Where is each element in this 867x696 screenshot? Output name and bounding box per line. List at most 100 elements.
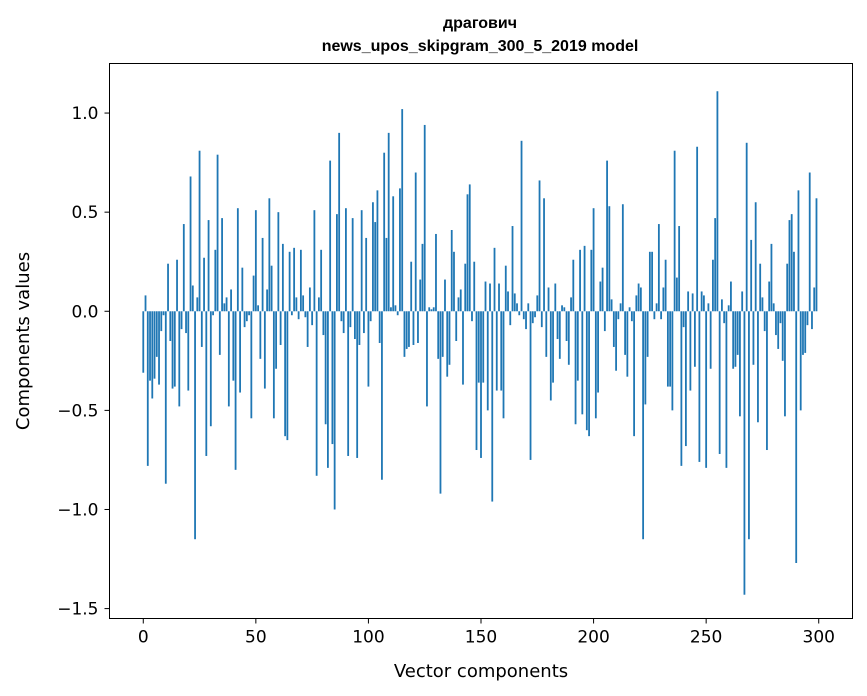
bar-285 bbox=[784, 311, 786, 417]
bar-117 bbox=[405, 311, 408, 349]
bar-4 bbox=[151, 311, 154, 399]
bar-292 bbox=[799, 311, 802, 411]
bar-76 bbox=[313, 210, 316, 312]
x-tick-label: 0 bbox=[138, 628, 149, 648]
bar-85 bbox=[333, 311, 336, 510]
bar-16 bbox=[178, 311, 181, 407]
bar-177 bbox=[540, 311, 543, 328]
bar-199 bbox=[590, 249, 593, 312]
bar-274 bbox=[759, 263, 762, 312]
bar-105 bbox=[378, 311, 381, 343]
bar-81 bbox=[324, 311, 327, 425]
bar-196 bbox=[583, 245, 586, 312]
bar-65 bbox=[288, 251, 291, 312]
bar-214 bbox=[624, 311, 626, 355]
bar-64 bbox=[286, 311, 289, 441]
bar-5 bbox=[153, 311, 156, 379]
bar-99 bbox=[365, 237, 368, 312]
bar-288 bbox=[790, 214, 793, 312]
bar-44 bbox=[241, 267, 244, 312]
bar-268 bbox=[745, 142, 748, 312]
bar-216 bbox=[628, 307, 631, 312]
bar-52 bbox=[259, 311, 262, 359]
bar-267 bbox=[743, 311, 746, 595]
bar-27 bbox=[203, 257, 205, 312]
bar-39 bbox=[230, 289, 232, 312]
bar-138 bbox=[453, 251, 455, 312]
bar-243 bbox=[689, 311, 692, 391]
y-tick-label: −1.5 bbox=[57, 600, 98, 620]
bar-43 bbox=[239, 311, 241, 393]
bar-112 bbox=[394, 305, 397, 312]
bar-263 bbox=[734, 311, 737, 367]
bar-190 bbox=[570, 297, 572, 312]
bar-79 bbox=[320, 249, 323, 312]
bar-110 bbox=[390, 307, 392, 312]
bar-131 bbox=[437, 311, 440, 359]
x-axis-label: Vector components bbox=[394, 661, 568, 682]
bar-83 bbox=[329, 160, 332, 312]
bar-209 bbox=[612, 311, 615, 347]
bar-282 bbox=[777, 311, 780, 349]
bar-279 bbox=[770, 243, 773, 312]
bar-144 bbox=[466, 194, 469, 312]
bar-108 bbox=[385, 237, 388, 312]
bar-191 bbox=[572, 259, 575, 312]
bar-192 bbox=[574, 311, 577, 425]
plot-frame bbox=[109, 63, 853, 619]
bar-15 bbox=[176, 259, 178, 312]
bar-8 bbox=[160, 311, 163, 332]
bar-195 bbox=[581, 311, 584, 415]
bar-260 bbox=[727, 305, 730, 312]
bar-2 bbox=[146, 311, 149, 466]
bar-170 bbox=[525, 311, 527, 330]
bar-194 bbox=[579, 249, 581, 312]
bar-232 bbox=[664, 259, 667, 312]
bar-132 bbox=[439, 311, 442, 494]
bar-238 bbox=[678, 226, 681, 312]
bar-226 bbox=[651, 251, 654, 312]
bar-41 bbox=[234, 311, 237, 470]
bar-137 bbox=[450, 230, 453, 312]
bar-278 bbox=[768, 281, 771, 312]
x-tick-label: 50 bbox=[245, 628, 267, 648]
bar-205 bbox=[603, 311, 606, 332]
bar-95 bbox=[356, 311, 359, 458]
bar-221 bbox=[639, 287, 642, 312]
bar-33 bbox=[216, 154, 219, 312]
bar-87 bbox=[338, 132, 341, 312]
bar-42 bbox=[236, 208, 239, 312]
bar-207 bbox=[608, 206, 611, 312]
bar-185 bbox=[558, 311, 561, 359]
bar-156 bbox=[493, 247, 496, 312]
bar-56 bbox=[268, 198, 271, 312]
bar-114 bbox=[399, 188, 401, 312]
bar-128 bbox=[430, 309, 433, 312]
bar-32 bbox=[214, 249, 217, 312]
bar-208 bbox=[610, 299, 613, 312]
bar-212 bbox=[619, 303, 622, 312]
bar-11 bbox=[167, 263, 169, 312]
bar-75 bbox=[311, 311, 314, 326]
bar-270 bbox=[750, 239, 753, 312]
y-tick-label: 1.0 bbox=[71, 104, 98, 124]
bar-252 bbox=[709, 311, 712, 369]
bar-59 bbox=[275, 311, 278, 369]
bar-119 bbox=[410, 261, 413, 312]
bar-133 bbox=[441, 311, 444, 357]
bar-53 bbox=[261, 237, 264, 312]
bar-255 bbox=[716, 91, 719, 312]
bar-7 bbox=[158, 311, 160, 385]
bar-111 bbox=[392, 196, 395, 312]
bar-244 bbox=[691, 293, 694, 312]
bar-37 bbox=[225, 297, 228, 312]
bar-71 bbox=[302, 295, 305, 312]
bar-68 bbox=[295, 297, 298, 312]
bar-19 bbox=[185, 311, 187, 334]
bar-134 bbox=[444, 279, 446, 312]
bar-135 bbox=[446, 311, 449, 377]
bar-265 bbox=[739, 311, 741, 417]
bar-160 bbox=[502, 311, 505, 419]
